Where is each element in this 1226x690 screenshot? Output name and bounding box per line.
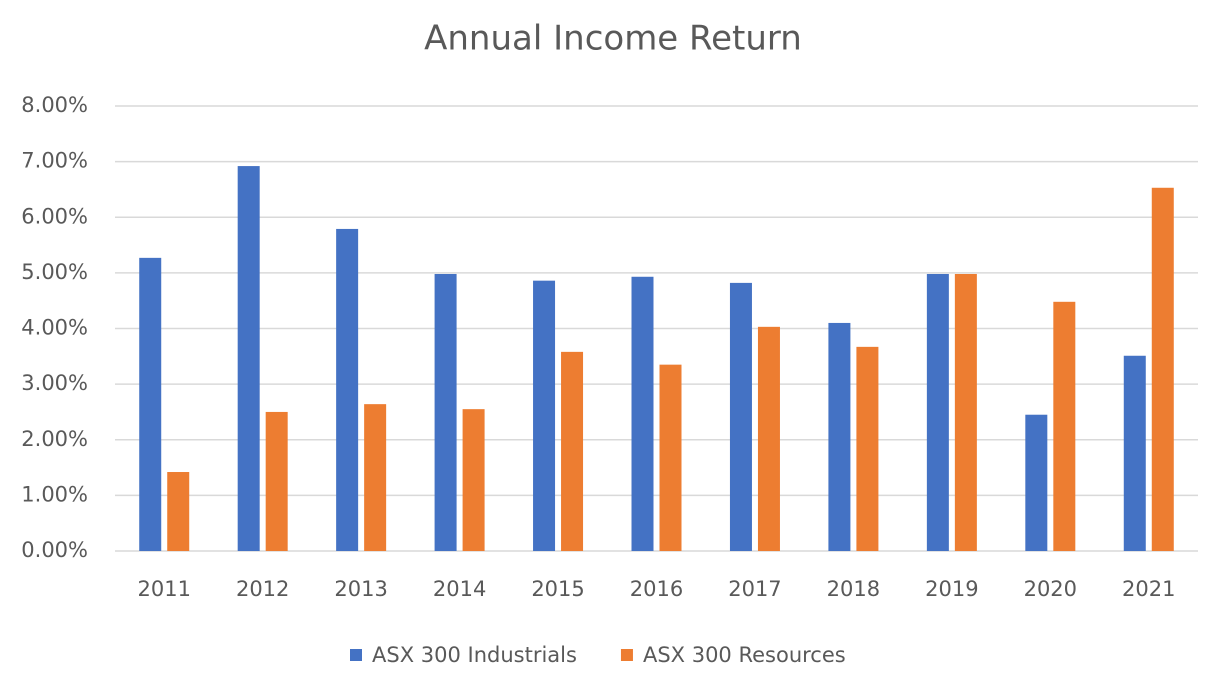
y-tick-label: 5.00% bbox=[21, 260, 88, 284]
bar bbox=[561, 351, 584, 551]
x-tick-label: 2020 bbox=[1024, 577, 1077, 601]
bar bbox=[828, 322, 851, 551]
legend-swatch bbox=[350, 649, 362, 661]
legend-label: ASX 300 Industrials bbox=[372, 643, 577, 667]
bar bbox=[167, 472, 190, 551]
x-tick-label: 2019 bbox=[925, 577, 978, 601]
legend-label: ASX 300 Resources bbox=[643, 643, 846, 667]
x-tick-label: 2017 bbox=[728, 577, 781, 601]
y-tick-label: 3.00% bbox=[21, 371, 88, 395]
bar bbox=[729, 282, 752, 551]
bar bbox=[1053, 301, 1076, 551]
chart-title: Annual Income Return bbox=[424, 19, 802, 59]
bar bbox=[462, 409, 485, 551]
bar bbox=[659, 364, 682, 551]
bar bbox=[1151, 187, 1174, 552]
bar bbox=[434, 273, 457, 551]
x-tick-label: 2012 bbox=[236, 577, 289, 601]
x-tick-label: 2016 bbox=[630, 577, 683, 601]
x-tick-label: 2018 bbox=[827, 577, 880, 601]
y-tick-label: 8.00% bbox=[21, 93, 88, 117]
bar bbox=[364, 404, 387, 551]
bar bbox=[1025, 414, 1048, 551]
y-tick-label: 6.00% bbox=[21, 204, 88, 228]
bar bbox=[237, 166, 260, 551]
x-tick-label: 2014 bbox=[433, 577, 486, 601]
bar bbox=[336, 228, 359, 551]
bar bbox=[856, 346, 879, 551]
x-tick-label: 2021 bbox=[1122, 577, 1175, 601]
bar bbox=[757, 326, 780, 551]
legend-swatch bbox=[620, 649, 633, 661]
bar bbox=[631, 276, 654, 551]
y-tick-label: 2.00% bbox=[21, 427, 88, 451]
bar bbox=[265, 411, 288, 551]
x-tick-label: 2015 bbox=[531, 577, 584, 601]
bar bbox=[533, 280, 556, 551]
y-tick-label: 7.00% bbox=[21, 149, 88, 173]
bar bbox=[139, 257, 162, 551]
y-tick-label: 1.00% bbox=[21, 482, 88, 506]
bar bbox=[926, 273, 949, 551]
y-tick-label: 0.00% bbox=[21, 538, 88, 562]
x-tick-label: 2013 bbox=[334, 577, 387, 601]
y-tick-label: 4.00% bbox=[21, 316, 88, 340]
x-tick-label: 2011 bbox=[138, 577, 191, 601]
bar bbox=[954, 273, 977, 551]
bar bbox=[1123, 355, 1146, 551]
